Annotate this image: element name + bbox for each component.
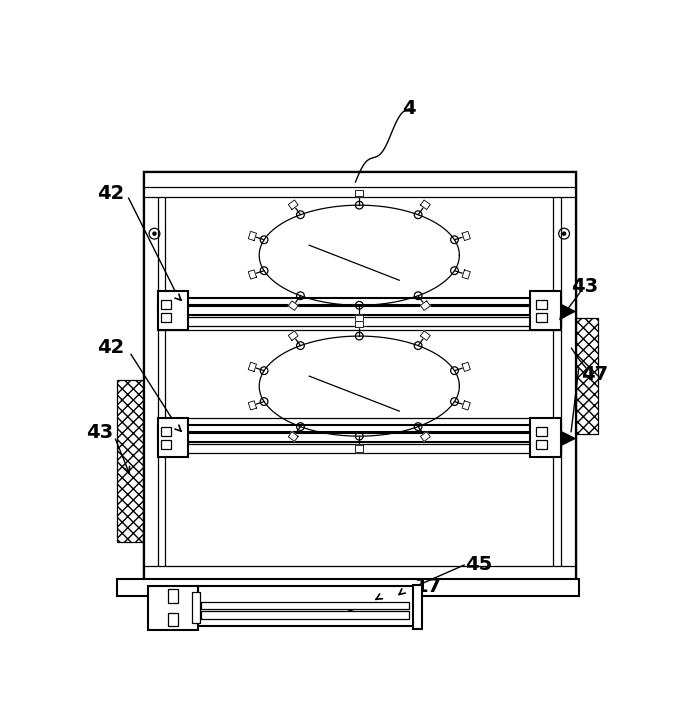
Bar: [197, 586, 421, 626]
Bar: [158, 433, 561, 443]
Text: 45: 45: [465, 555, 492, 574]
Text: 43: 43: [572, 277, 599, 296]
Bar: [160, 300, 171, 309]
Circle shape: [563, 232, 565, 235]
Bar: [144, 172, 575, 197]
Text: 42: 42: [97, 184, 124, 203]
Bar: [158, 419, 188, 457]
Polygon shape: [462, 270, 470, 279]
Polygon shape: [248, 270, 257, 279]
Bar: [575, 318, 598, 434]
Bar: [144, 172, 575, 580]
Polygon shape: [355, 190, 363, 196]
Bar: [148, 585, 197, 630]
Polygon shape: [288, 432, 298, 441]
Bar: [160, 440, 171, 449]
Polygon shape: [462, 401, 470, 410]
Polygon shape: [561, 432, 575, 446]
Bar: [117, 579, 579, 596]
Polygon shape: [248, 363, 257, 371]
Bar: [202, 611, 409, 619]
Circle shape: [153, 232, 156, 235]
Polygon shape: [355, 446, 363, 451]
Polygon shape: [421, 331, 430, 341]
Text: 17: 17: [415, 577, 442, 596]
Polygon shape: [355, 314, 363, 320]
Bar: [553, 172, 575, 580]
Text: 47: 47: [580, 365, 608, 384]
Bar: [158, 444, 561, 453]
Polygon shape: [288, 301, 298, 310]
Polygon shape: [421, 432, 430, 441]
Bar: [168, 590, 177, 604]
Bar: [158, 425, 561, 432]
Bar: [144, 566, 575, 580]
Bar: [537, 313, 547, 323]
Polygon shape: [421, 301, 430, 310]
Polygon shape: [288, 331, 298, 341]
Polygon shape: [462, 363, 470, 371]
Bar: [530, 291, 561, 330]
Bar: [160, 313, 171, 323]
Bar: [530, 419, 561, 457]
Bar: [537, 440, 547, 449]
Polygon shape: [561, 304, 575, 318]
Bar: [202, 602, 409, 609]
Bar: [158, 306, 561, 315]
Bar: [144, 172, 165, 580]
Polygon shape: [288, 200, 298, 210]
Text: 42: 42: [97, 338, 124, 357]
Polygon shape: [355, 320, 363, 327]
Polygon shape: [248, 232, 257, 240]
Bar: [158, 317, 561, 326]
Polygon shape: [421, 200, 430, 210]
Bar: [117, 380, 144, 542]
Bar: [413, 585, 423, 630]
Bar: [160, 427, 171, 436]
Text: 43: 43: [86, 423, 113, 442]
Polygon shape: [462, 232, 470, 240]
Bar: [192, 592, 200, 622]
Bar: [537, 427, 547, 436]
Text: 4: 4: [402, 100, 416, 119]
Bar: [537, 300, 547, 309]
Polygon shape: [248, 401, 257, 410]
Bar: [168, 612, 177, 626]
Bar: [158, 291, 188, 330]
Bar: [158, 298, 561, 304]
